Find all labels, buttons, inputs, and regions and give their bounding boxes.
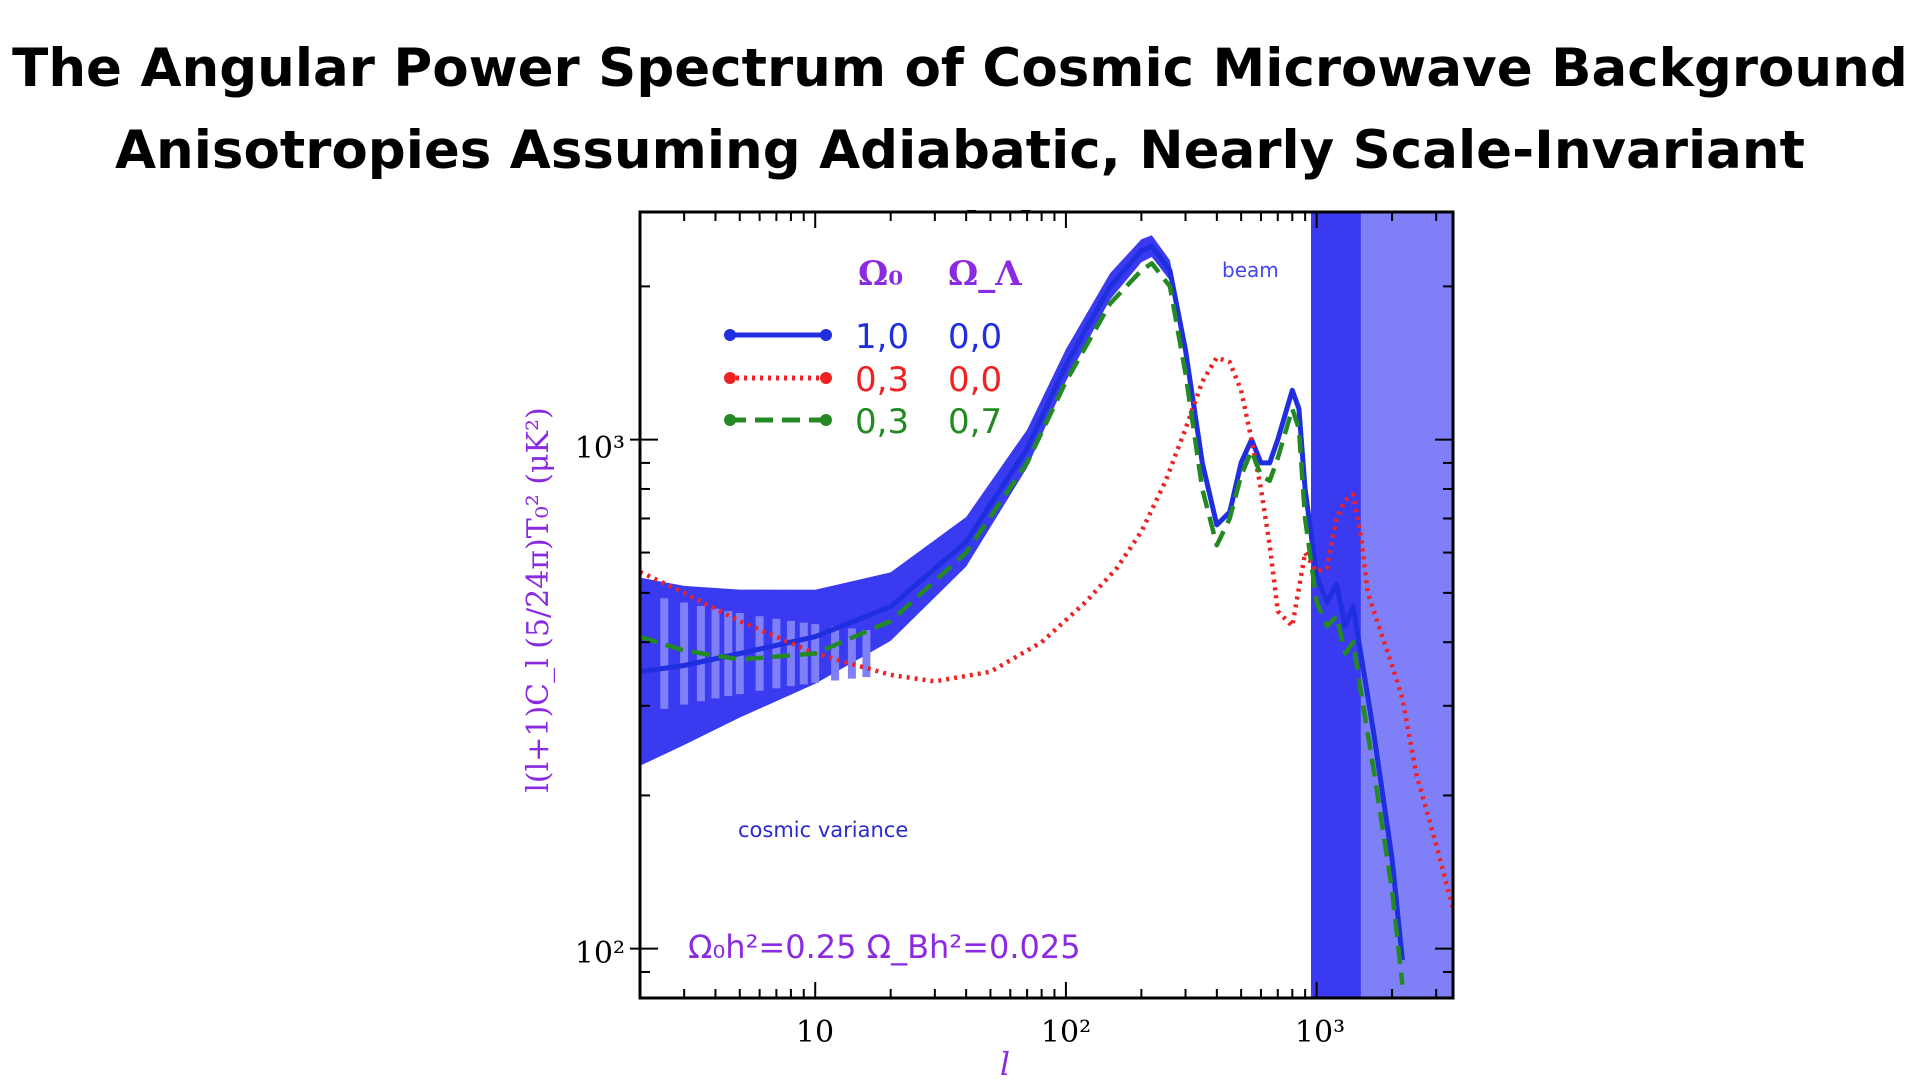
legend-marker-blue-left	[724, 329, 736, 341]
series-line-green	[640, 261, 1405, 985]
binned-error-box	[755, 616, 764, 691]
legend-marker-red-left	[724, 372, 736, 384]
chart-title-line-1: The Angular Power Spectrum of Cosmic Mic…	[12, 38, 1908, 99]
binned-error-box	[772, 618, 781, 689]
legend-row-1-omega0: 1,0	[855, 317, 909, 357]
series-line-blue	[640, 243, 1405, 961]
x-tick-label-1000: 10³	[1295, 1015, 1345, 1050]
binned-error-box	[786, 620, 795, 687]
legend-marker-red-right	[820, 372, 832, 384]
binned-error-box	[831, 626, 840, 681]
legend-header-omega0: Ω₀	[858, 254, 903, 294]
legend-row-1-omegalambda: 0,0	[948, 317, 1002, 357]
binned-error-box	[680, 602, 689, 705]
binned-error-box	[660, 598, 669, 709]
legend: Ω₀ Ω_Λ 1,0 0,0 0,3 0,0 0,3 0,7	[724, 254, 1022, 442]
legend-marker-blue-right	[820, 329, 832, 341]
beam-annotation: beam	[1222, 258, 1279, 282]
legend-row-2-omega0: 0,3	[855, 360, 909, 400]
legend-row-2-omegalambda: 0,0	[948, 360, 1002, 400]
plot-frame	[638, 210, 1455, 1000]
data-series	[640, 243, 1453, 985]
y-tick-label-1000: 10³	[575, 431, 625, 466]
chart-title: The Angular Power Spectrum of Cosmic Mic…	[0, 28, 1920, 274]
legend-marker-green-right	[820, 414, 832, 426]
axis-ticks	[630, 212, 1453, 999]
x-tick-label-10: 10	[796, 1015, 834, 1050]
x-tick-label-100: 10²	[1041, 1015, 1091, 1050]
legend-row-3-omega0: 0,3	[855, 402, 909, 442]
legend-marker-green-left	[724, 414, 736, 426]
legend-row-3-omegalambda: 0,7	[948, 402, 1002, 442]
legend-header-omegalambda: Ω_Λ	[948, 254, 1022, 294]
binned-error-box	[847, 628, 856, 679]
cosmological-parameters-annotation: Ω₀h²=0.25 Ω_Bh²=0.025	[688, 928, 1081, 966]
binned-error-box	[711, 608, 720, 699]
x-axis-label: l	[1000, 1045, 1010, 1080]
y-axis-label: l(l+1)C_l (5/24π)T₀² (μK²)	[521, 407, 556, 792]
y-tick-label-100: 10²	[575, 936, 625, 971]
chart-title-line-2: Anisotropies Assuming Adiabatic, Nearly …	[115, 120, 1805, 263]
beam-uncertainty-inner	[1360, 212, 1453, 998]
cosmic-variance-annotation: cosmic variance	[738, 818, 908, 842]
binned-error-box	[862, 630, 871, 678]
